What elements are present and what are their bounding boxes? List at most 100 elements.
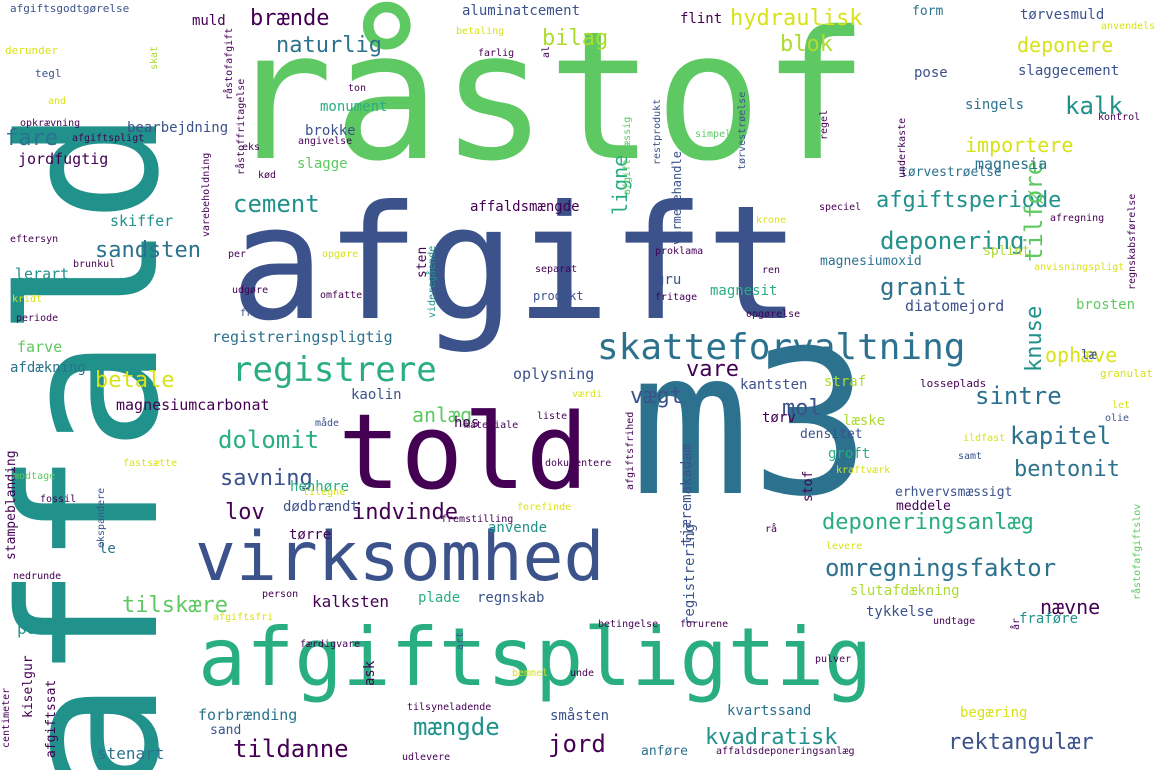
word-sintre: sintre [975, 382, 1062, 410]
word-varmebehandle: varmebehandle [670, 151, 684, 245]
word-krone: krone [756, 215, 787, 226]
word-rastoffritagelse: råstoffritagelse [236, 78, 247, 175]
word-anfore: anføre [641, 744, 688, 759]
word-monument: monument [320, 99, 388, 115]
word-ophaeve: ophæve [1045, 343, 1118, 367]
word-kridt: kridt [12, 294, 43, 305]
word-regnskab: regnskab [477, 590, 545, 606]
word-centimeter: centimeter [1, 687, 12, 748]
word-samt: samt [958, 451, 983, 462]
word-deponere: deponere [1017, 33, 1114, 57]
word-proklama: proklama [655, 246, 704, 257]
word-frafore: fraføre [1019, 611, 1079, 627]
word-brosten: brosten [1076, 297, 1136, 313]
word-levere: levere [826, 541, 863, 552]
word-kraftvaerk: kraftværk [836, 465, 891, 476]
word-granit: granit [880, 273, 967, 301]
word-rastofafgift: råstofafgift [224, 27, 235, 100]
word-farve: farve [17, 338, 63, 356]
word-lerart: lerart [15, 265, 70, 283]
word-pose: pose [914, 65, 948, 81]
word-let: let [1112, 400, 1131, 411]
word-udgore: udgøre [232, 285, 269, 296]
word-stampeblanding: stampeblanding [4, 450, 19, 560]
word-laeske: læske [843, 413, 886, 429]
word-groft: groft [828, 446, 871, 462]
word-anlaeg: anlæg [412, 403, 473, 427]
word-ask: ask [362, 660, 378, 686]
word-omregningsfaktor: omregningsfaktor [825, 554, 1057, 582]
word-kvadratisk: kvadratisk [705, 725, 838, 750]
word-portlandcement: portlandcement [17, 619, 152, 638]
word-le: le [99, 541, 116, 557]
word-torvestroelse: tørvestrøelse [737, 91, 748, 170]
word-vare: vare [686, 357, 739, 382]
word-muld: muld [192, 13, 226, 29]
word-olie: olie [1105, 413, 1130, 424]
word-bearbejdning: bearbejdning [127, 120, 229, 136]
word-jordfugtig: jordfugtig [18, 150, 109, 168]
word-kontrol: kontrol [1098, 112, 1141, 123]
word-hos: hos [454, 415, 480, 431]
word-registrere: registrere [232, 350, 437, 390]
word-registreringspligtig: registreringspligtig [212, 328, 393, 346]
word-kvartssand: kvartssand [727, 703, 812, 719]
word-erhvervsmaessigt: erhvervsmæssigt [895, 485, 1013, 500]
word-afgift: afgift [230, 172, 801, 356]
word-afgiftsfri: afgiftsfri [213, 612, 274, 623]
word-brokke: brokke [305, 123, 356, 139]
word-tilegne: tilegne [303, 487, 346, 498]
word-blok: blok [780, 32, 833, 57]
word-deponering: deponering [880, 227, 1025, 255]
word-rektangulaer: rektangulær [948, 730, 1094, 755]
word-tilsyneladende: tilsyneladende [407, 702, 492, 713]
word-al: al [541, 45, 552, 58]
word-betaling: betaling [456, 26, 505, 37]
word-form: form [912, 4, 944, 19]
word-angivelse: angivelse [298, 136, 353, 147]
word-betale: betale [95, 368, 175, 393]
word-kiselgur: kiselgur [21, 655, 36, 718]
word-unde: unde [570, 668, 595, 679]
word-vaegt: vægt [630, 384, 683, 409]
word-per: per [228, 249, 247, 260]
word-begaering: begæring [960, 705, 1028, 721]
word-slagge: slagge [297, 156, 348, 172]
word-lae: læ [1081, 348, 1097, 363]
word-made: måde [315, 418, 340, 429]
word-importere: importere [965, 133, 1074, 157]
word-henhore: henhøre [290, 479, 350, 495]
word-separat: separat [535, 264, 578, 275]
word-flint: flint [680, 11, 723, 27]
word-fremstilling: fremstilling [441, 514, 514, 525]
word-brande: brænde [250, 6, 330, 31]
word-afgiftsgodtgorelse: afgiftsgodtgørelse [10, 2, 130, 15]
word-slaggecement: slaggecement [1018, 63, 1120, 79]
word-afgiftssat: afgiftssat [44, 679, 59, 758]
word-nedrunde: nedrunde [13, 571, 62, 582]
word-pulver: pulver [815, 654, 852, 665]
word-slutafdaekning: slutafdækning [850, 583, 960, 599]
word-skatteforvaltning: skatteforvaltning [597, 327, 966, 368]
word-kalksten: kalksten [312, 592, 390, 611]
word-indvinde: indvinde [352, 500, 458, 525]
word-modtage: modtage [13, 471, 56, 482]
word-eftersyn: eftersyn [10, 234, 59, 245]
word-mol: mol [782, 396, 822, 421]
word-tilskaere: tilskære [122, 593, 228, 618]
word-afgiftsmaessig: afgiftsmæssig [622, 116, 633, 195]
word-forbraending: forbrænding [198, 706, 298, 724]
word-skiffer: skiffer [110, 212, 174, 230]
word-dolomit: dolomit [218, 426, 320, 454]
word-torvesmuld: tørvesmuld [1020, 7, 1105, 23]
word-fossil: fossil [40, 494, 77, 505]
word-undtage: undtage [933, 616, 976, 627]
word-derunder: derunder [5, 44, 58, 57]
word-vaerdi: værdi [572, 389, 603, 400]
word-opgore: opgøre [322, 249, 359, 260]
word-ildfast: ildfast [963, 433, 1006, 444]
word-betingelse: betingelse [598, 619, 659, 630]
word-sand: sand [210, 723, 242, 738]
word-materiale: materiale [464, 420, 519, 431]
word-granulat: granulat [1100, 367, 1153, 380]
